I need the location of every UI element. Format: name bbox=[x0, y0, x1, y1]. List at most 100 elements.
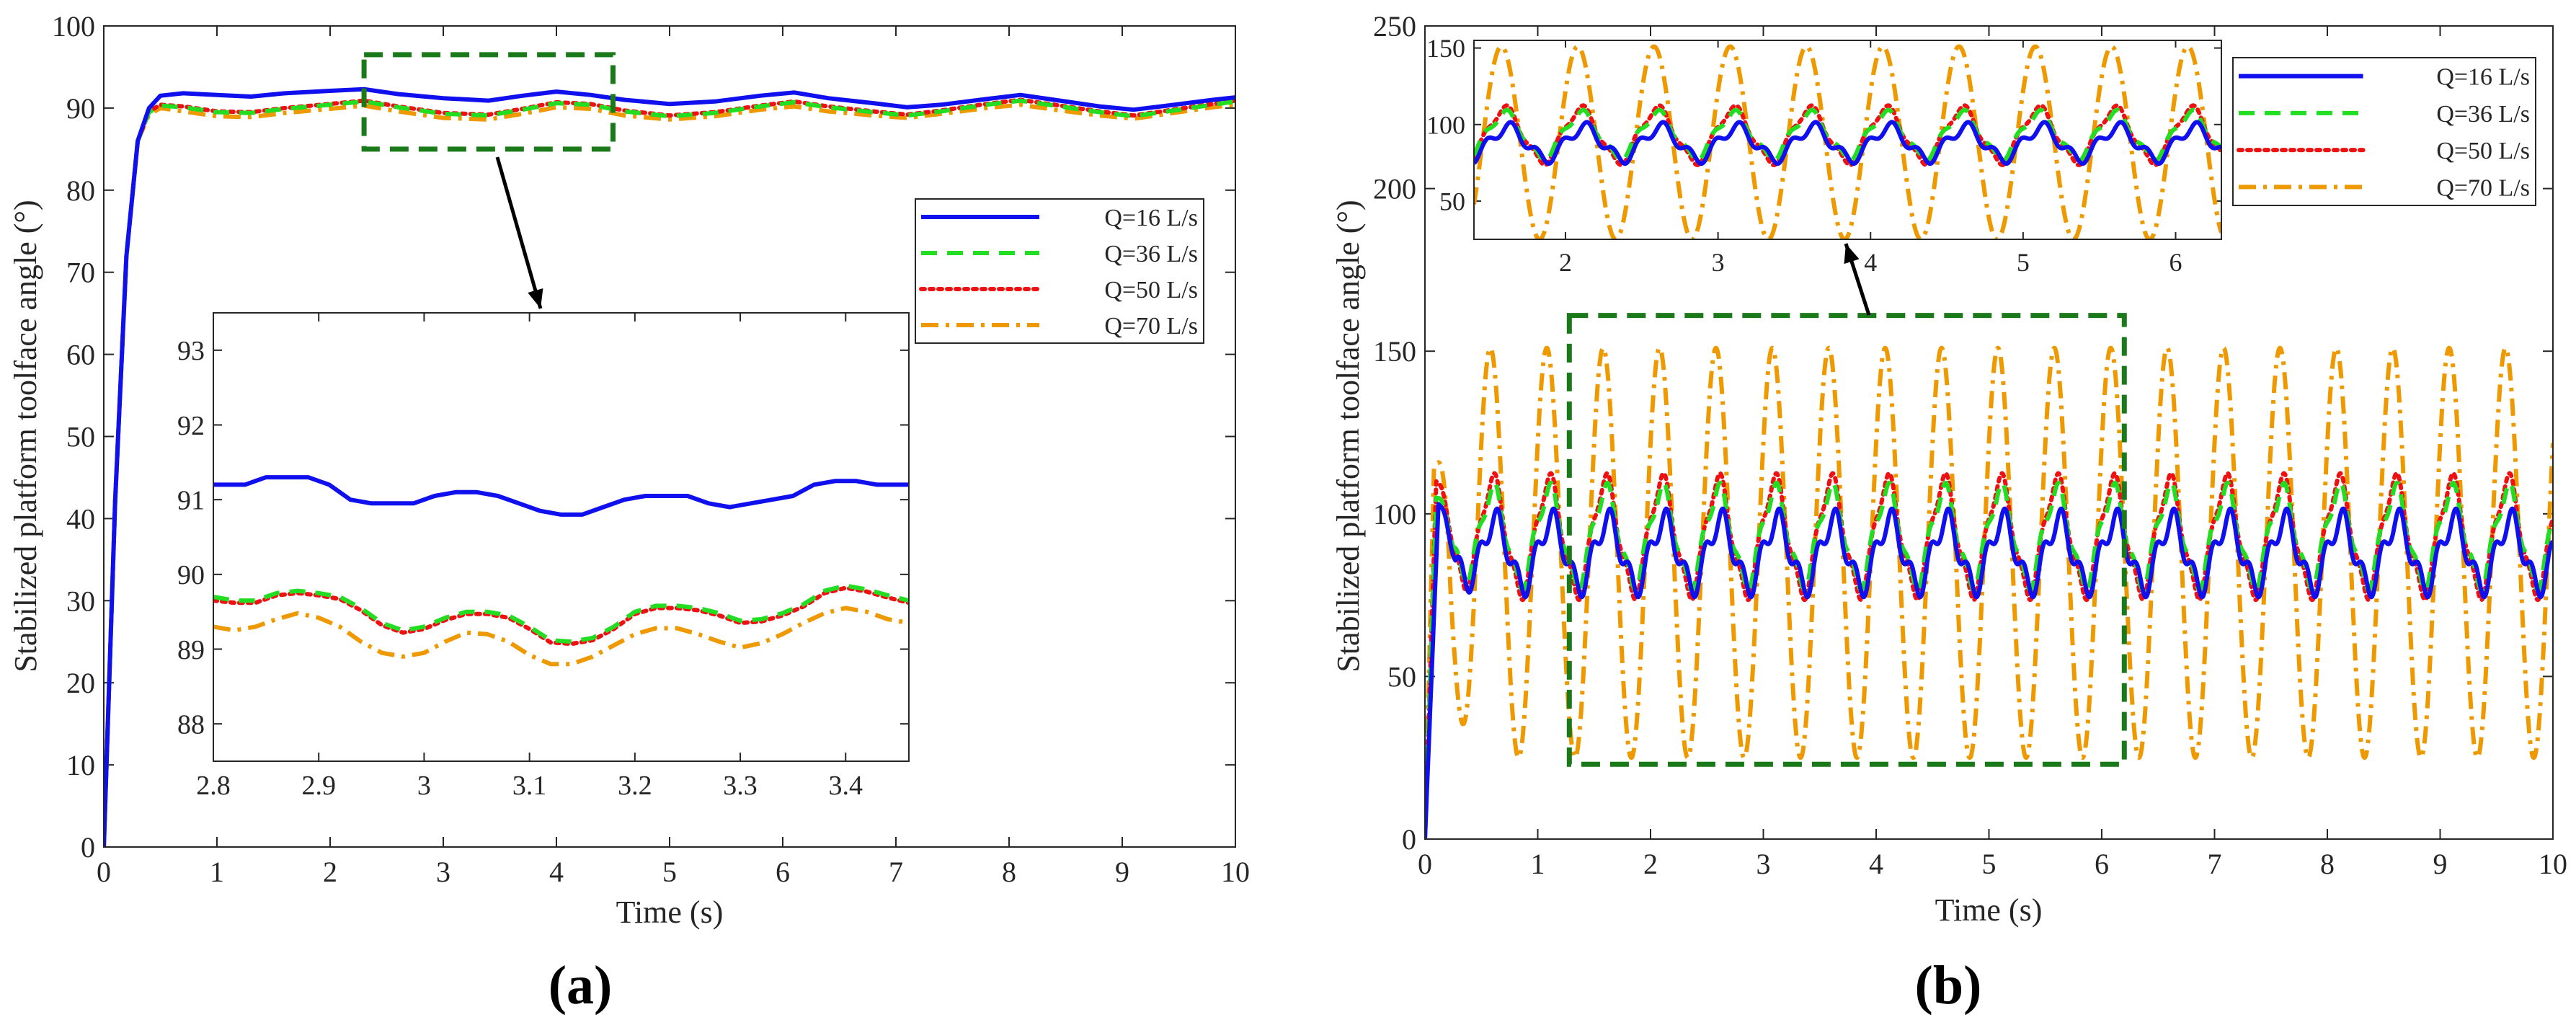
panel-a-ytick-label: 10 bbox=[66, 749, 95, 781]
panel-a-label: (a) bbox=[548, 955, 613, 1016]
panel-a-inset-ytick-label: 88 bbox=[177, 709, 205, 740]
panel-b-xtick-label: 6 bbox=[2095, 848, 2109, 880]
panel-b-series-line bbox=[1425, 502, 2553, 839]
panel-a-ylabel: Stabilized platform toolface angle (°) bbox=[8, 200, 43, 672]
panel-b-inset-xtick-label: 3 bbox=[1712, 248, 1725, 277]
panel-b-xtick-label: 9 bbox=[2433, 848, 2448, 880]
panel-a-xtick-label: 4 bbox=[549, 856, 564, 888]
panel-a-inset-ytick-label: 89 bbox=[177, 635, 205, 665]
panel-a-inset-xtick-label: 3 bbox=[417, 771, 431, 801]
panel-b-xlabel: Time (s) bbox=[1935, 892, 2043, 928]
panel-a-ytick-label: 60 bbox=[66, 339, 95, 371]
panel-a-inset-xtick-label: 3.2 bbox=[618, 771, 652, 801]
panel-a-legend-label: Q=36 L/s bbox=[1104, 241, 1198, 267]
panel-a-inset-ytick-label: 93 bbox=[177, 336, 205, 366]
panel-b-xtick-label: 10 bbox=[2539, 848, 2567, 880]
panel-a-ytick-label: 0 bbox=[81, 831, 95, 864]
panel-a-arrow-shaft bbox=[495, 156, 543, 309]
panel-a-ytick-label: 50 bbox=[66, 421, 95, 453]
panel-b-ytick-label: 0 bbox=[1402, 823, 1416, 856]
panel-b-ytick-label: 150 bbox=[1373, 335, 1416, 368]
panel-a-inset-frame bbox=[213, 312, 910, 762]
panel-a-ytick-label: 100 bbox=[52, 10, 95, 43]
panel-b-xtick-label: 1 bbox=[1531, 848, 1545, 880]
panel-b-xtick-label: 0 bbox=[1418, 848, 1432, 880]
panel-a-inset-ytick-label: 92 bbox=[177, 411, 205, 441]
panel-a-ytick-label: 30 bbox=[66, 585, 95, 617]
panel-b-inset-series bbox=[1474, 44, 2221, 239]
panel-a-ytick-label: 90 bbox=[66, 92, 95, 125]
panel-a-series-line bbox=[104, 87, 1235, 847]
panel-b-inset-ytick-label: 50 bbox=[1439, 187, 1465, 216]
panel-b-inset-xtick-label: 4 bbox=[1864, 248, 1877, 277]
panel-b-legend-label: Q=50 L/s bbox=[2436, 138, 2530, 164]
panel-a-xtick-label: 2 bbox=[323, 856, 337, 888]
panel-a-inset-ticks: 2.8 2.9 3 3.1 3.2 3.3 3.4 88 89 90 91 92 93 bbox=[177, 313, 909, 801]
panel-a-series-line bbox=[104, 102, 1235, 847]
panel-b-legend-label: Q=36 L/s bbox=[2436, 101, 2530, 128]
panel-b-inset-series-line bbox=[1474, 107, 2221, 163]
panel-b-series-line bbox=[1425, 480, 2553, 839]
panel-a-ytick-label: 70 bbox=[66, 257, 95, 289]
panel-a-inset-xtick-label: 2.9 bbox=[301, 771, 336, 801]
panel-b-xtick-label: 5 bbox=[1982, 848, 1997, 880]
panel-b-label: (b) bbox=[1915, 955, 1982, 1016]
panel-a-legend: Q=16 L/s Q=36 L/s Q=50 L/s Q=70 L/s bbox=[915, 198, 1204, 344]
panel-b-inset-xtick-label: 6 bbox=[2169, 248, 2182, 277]
panel-a-xtick-label: 9 bbox=[1115, 856, 1129, 888]
panel-b-inset-ytick-label: 100 bbox=[1426, 110, 1465, 139]
panel-a-xtick-label: 6 bbox=[776, 856, 790, 888]
panel-a-legend-label: Q=16 L/s bbox=[1104, 205, 1198, 231]
panel-b-inset-xtick-label: 2 bbox=[1559, 248, 1572, 277]
panel-a-inset-xtick-label: 3.1 bbox=[512, 771, 547, 801]
panel-a-inset-ytick-label: 90 bbox=[177, 560, 205, 590]
panel-a-arrow-head bbox=[528, 288, 543, 309]
panel-b-inset-ticks: 2 3 4 5 6 50 100 150 bbox=[1426, 34, 2221, 277]
panel-a-xtick-label: 8 bbox=[1002, 856, 1016, 888]
panel-b-inset-series-line bbox=[1474, 120, 2221, 167]
panel-a-inset-xtick-label: 2.8 bbox=[196, 771, 231, 801]
panel-a-xtick-label: 3 bbox=[436, 856, 450, 888]
panel-a-inset-plot-area bbox=[213, 313, 909, 761]
panel-a-xtick-label: 1 bbox=[210, 856, 224, 888]
panel-b-inset-frame bbox=[1473, 40, 2222, 240]
panel-b-legend-label: Q=70 L/s bbox=[2436, 174, 2530, 201]
panel-b-xtick-label: 2 bbox=[1643, 848, 1658, 880]
panel-a-inset-xtick-label: 3.4 bbox=[829, 771, 863, 801]
panel-a-series bbox=[104, 87, 1235, 847]
panel-b-xtick-label: 8 bbox=[2320, 848, 2335, 880]
panel-b-xtick-label: 4 bbox=[1869, 848, 1883, 880]
panel-a-ytick-label: 40 bbox=[66, 502, 95, 535]
panel-b-ytick-label: 100 bbox=[1373, 498, 1416, 531]
panel-a-axes-frame bbox=[103, 25, 1236, 848]
panel-a-zoom-arrow bbox=[495, 156, 543, 309]
panel-a-inset-series-line bbox=[213, 583, 909, 644]
panel-a-legend-frame bbox=[915, 198, 1204, 344]
panel-b-legend-frame bbox=[2232, 57, 2536, 206]
panel-b-ytick-label: 50 bbox=[1387, 660, 1416, 693]
panel-a-xtick-label: 10 bbox=[1221, 856, 1250, 888]
panel-a-zoom-box bbox=[361, 52, 616, 152]
panel-a-inset-ytick-label: 91 bbox=[177, 485, 205, 515]
panel-b-xtick-label: 3 bbox=[1756, 848, 1771, 880]
panel-b-legend-label: Q=16 L/s bbox=[2436, 64, 2530, 91]
panel-b-axes-frame bbox=[1424, 25, 2554, 840]
panel-a-ytick-label: 80 bbox=[66, 174, 95, 207]
panel-a-legend-label: Q=70 L/s bbox=[1104, 313, 1198, 340]
panel-b-inset-xtick-label: 5 bbox=[2017, 248, 2030, 277]
panel-b-ylabel: Stabilized platform toolface angle (°) bbox=[1331, 200, 1366, 672]
panel-b-xtick-label: 7 bbox=[2208, 848, 2222, 880]
panel-a-legend-label: Q=50 L/s bbox=[1104, 277, 1198, 303]
panel-b-series bbox=[1425, 345, 2553, 839]
panel-b-zoom-box bbox=[1566, 313, 2127, 767]
panel-a-xtick-label: 7 bbox=[889, 856, 903, 888]
panel-b-legend: Q=16 L/s Q=36 L/s Q=50 L/s Q=70 L/s bbox=[2232, 57, 2536, 206]
panel-b-ytick-label: 250 bbox=[1373, 10, 1416, 43]
panel-a-inset-series-line bbox=[213, 475, 909, 517]
panel-a-inset-series-line bbox=[213, 606, 909, 667]
panel-a-ytick-label: 20 bbox=[66, 667, 95, 699]
